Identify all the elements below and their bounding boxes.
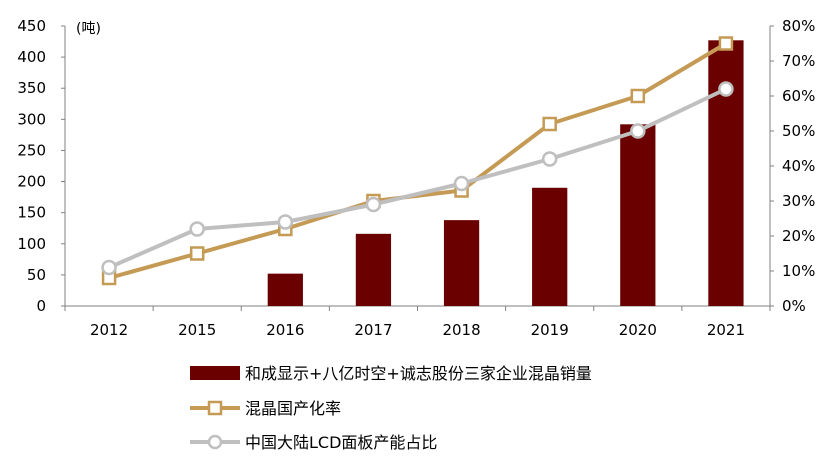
legend-circle-marker	[207, 434, 223, 450]
circle-marker	[365, 196, 382, 213]
x-axis-tick-label: 2012	[90, 321, 128, 339]
x-axis-tick-label: 2020	[619, 321, 657, 339]
bar	[443, 220, 480, 306]
circle-marker	[541, 151, 558, 167]
x-axis-tick-label: 2015	[178, 321, 216, 339]
square-marker	[718, 36, 734, 51]
legend-label: 和成显示+八亿时空+诚志股份三家企业混晶销量	[245, 364, 592, 383]
right-axis-tick-label: 20%	[782, 227, 815, 245]
x-axis-tick-label: 2016	[266, 321, 304, 339]
circle-marker	[718, 81, 734, 97]
circle-marker	[277, 214, 294, 230]
bar	[620, 124, 656, 306]
legend-label: 混晶国产化率	[245, 399, 341, 418]
axes-layer: 0 50 100 150 200 250 300 350 400 450 0% 10% 20% 30% 40…	[17, 17, 815, 339]
square-marker	[542, 116, 557, 132]
right-axis-tick-label: 80%	[782, 17, 815, 35]
left-axis-tick-label: 450	[17, 17, 46, 35]
right-axis-tick-label: 10%	[782, 262, 815, 280]
left-axis-tick-label: 400	[17, 48, 46, 66]
right-axis-tick-label: 50%	[782, 122, 815, 140]
square-marker	[189, 246, 205, 261]
left-axis-unit-label: (吨)	[76, 21, 101, 37]
legend: 和成显示+八亿时空+诚志股份三家企业混晶销量混晶国产化率中国大陆LCD面板产能占…	[190, 364, 592, 452]
left-axis-tick-label: 0	[36, 297, 46, 315]
x-axis-tick-label: 2019	[531, 321, 569, 339]
legend-square-marker	[207, 400, 223, 416]
left-axis-tick-label: 300	[17, 110, 46, 128]
left-axis-tick-label: 100	[17, 235, 46, 253]
left-axis-tick-label: 200	[17, 173, 46, 191]
left-axis-tick-label: 150	[17, 204, 46, 222]
circle-marker	[630, 123, 646, 139]
x-axis-tick-label: 2018	[442, 321, 480, 339]
right-axis-tick-label: 40%	[782, 157, 815, 175]
circle-marker	[101, 259, 117, 276]
x-axis-tick-label: 2021	[707, 321, 745, 339]
bar	[708, 40, 744, 307]
series-line	[108, 87, 727, 270]
legend-label: 中国大陆LCD面板产能占比	[245, 433, 437, 452]
left-axis-tick-label: 50	[27, 266, 46, 284]
left-axis-tick-label: 250	[17, 141, 46, 159]
bar	[532, 187, 568, 306]
bar	[267, 273, 303, 306]
square-marker	[630, 88, 646, 104]
bar-layer	[267, 40, 744, 307]
circle-marker	[453, 175, 470, 192]
bar	[355, 233, 392, 306]
line-layer	[101, 36, 734, 286]
right-axis-tick-label: 60%	[782, 87, 815, 105]
left-axis-tick-label: 350	[17, 79, 46, 97]
right-axis-tick-label: 30%	[782, 192, 815, 210]
circle-marker	[189, 221, 205, 237]
x-axis-tick-label: 2017	[354, 321, 392, 339]
legend-bar-swatch	[190, 366, 240, 380]
right-axis-tick-label: 0%	[782, 297, 806, 315]
right-axis-tick-label: 70%	[782, 52, 815, 70]
